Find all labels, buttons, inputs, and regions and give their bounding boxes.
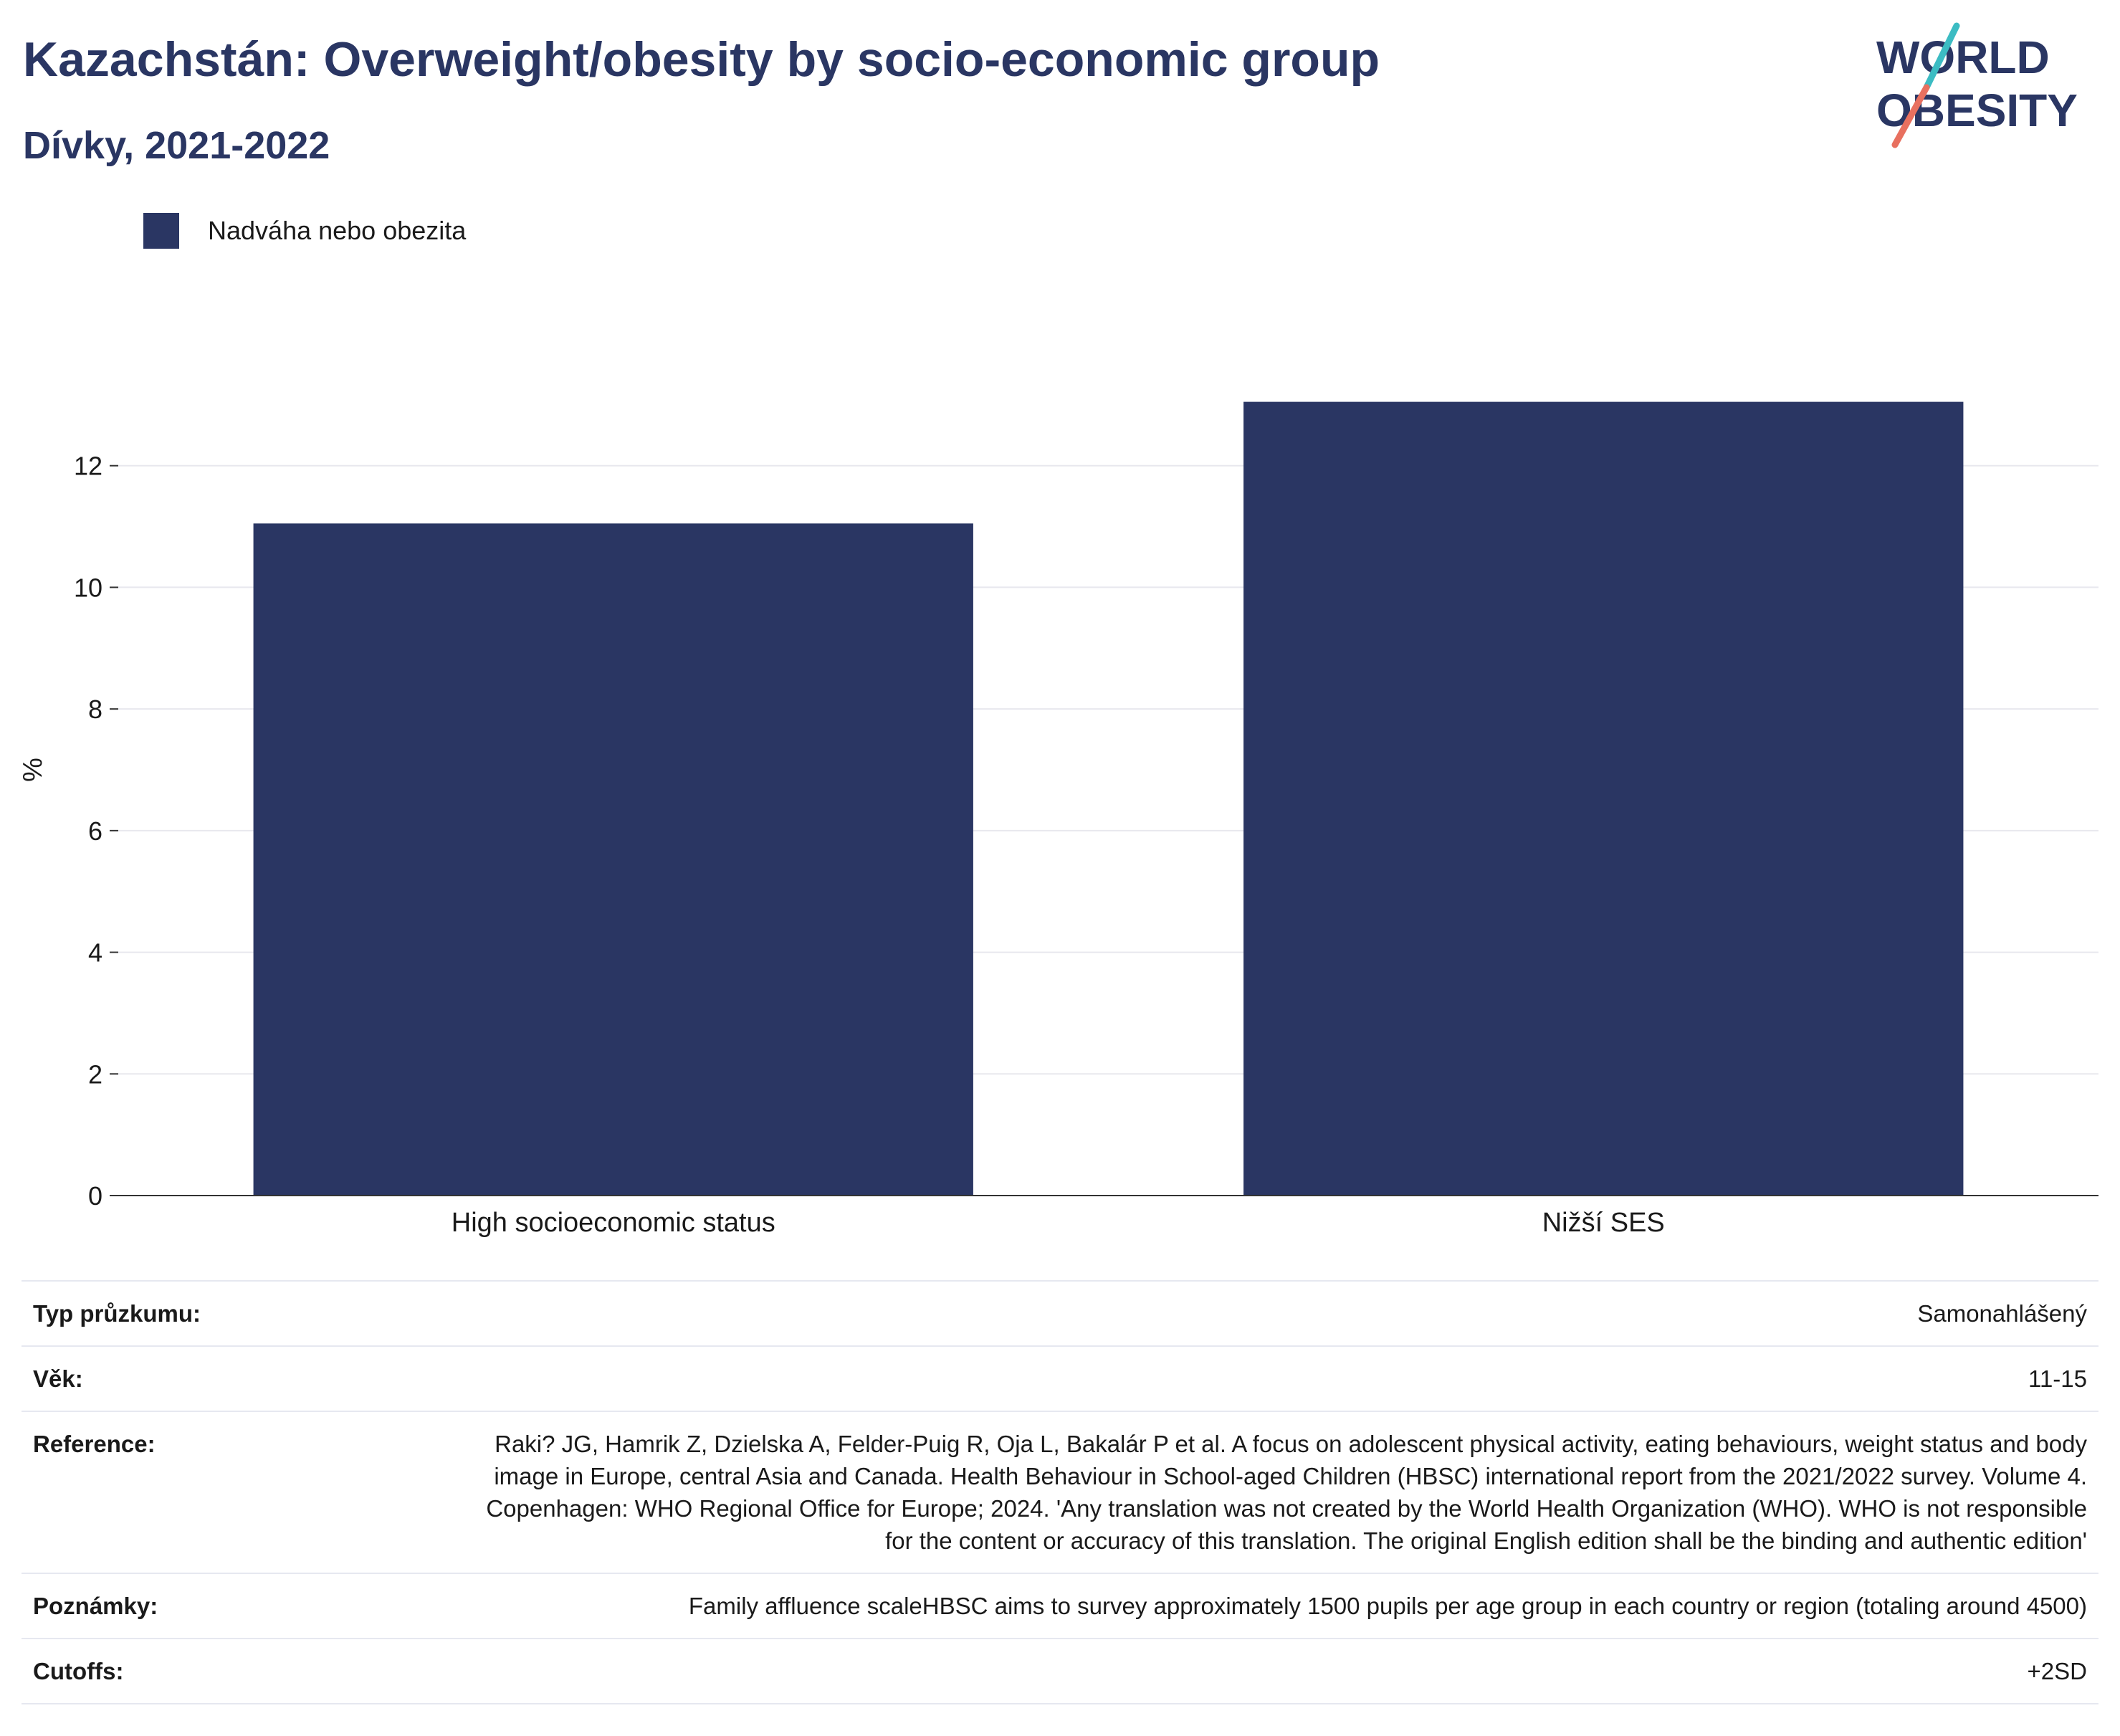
info-row-survey-type: Typ průzkumu: Samonahlášený [22, 1280, 2098, 1347]
y-tick-labels: 0 2 4 6 8 10 12 [74, 452, 118, 1211]
legend-swatch [143, 213, 179, 249]
x-tick-labels: High socioeconomic status Nižší SES [452, 1208, 1665, 1238]
info-label: Typ průzkumu: [22, 1280, 474, 1347]
x-tick-label: Nižší SES [1542, 1208, 1665, 1238]
y-tick-label: 4 [88, 938, 102, 968]
bars [253, 401, 1964, 1196]
bar[interactable] [253, 523, 973, 1196]
info-value: Raki? JG, Hamrik Z, Dzielska A, Felder-P… [474, 1411, 2098, 1574]
x-tick-label: High socioeconomic status [452, 1208, 775, 1238]
legend-label: Nadváha nebo obezita [208, 216, 467, 245]
info-label: Poznámky: [22, 1573, 474, 1639]
y-tick-label: 10 [74, 573, 102, 602]
bar-chart: 0 2 4 6 8 10 12 High socioeconomic status Nižší… [18, 401, 2098, 1238]
info-value: +2SD [474, 1638, 2098, 1704]
info-row-notes: Poznámky: Family affluence scaleHBSC aim… [22, 1573, 2098, 1639]
logo-accent-coral [1891, 84, 1930, 148]
chart-title: Kazachstán: Overweight/obesity by socio-… [23, 32, 1380, 87]
info-row-reference: Reference: Raki? JG, Hamrik Z, Dzielska … [22, 1411, 2098, 1574]
info-table: Typ průzkumu: Samonahlášený Věk: 11-15 R… [22, 1280, 2098, 1704]
logo-accent-teal [1923, 22, 1960, 91]
info-label: Cutoffs: [22, 1638, 474, 1704]
info-label: Věk: [22, 1345, 474, 1412]
y-tick-label: 2 [88, 1059, 102, 1089]
info-value: Family affluence scaleHBSC aims to surve… [474, 1573, 2098, 1639]
logo-line2: OBESITY [1876, 85, 2078, 136]
info-row-cutoffs: Cutoffs: +2SD [22, 1638, 2098, 1704]
y-tick-label: 12 [74, 452, 102, 481]
y-axis-label: % [18, 758, 48, 782]
bar[interactable] [1243, 401, 1964, 1196]
y-tick-label: 6 [88, 816, 102, 846]
y-tick-label: 8 [88, 695, 102, 724]
world-obesity-logo: WORLD OBESITY [1876, 22, 2078, 148]
info-row-age: Věk: 11-15 [22, 1345, 2098, 1412]
y-tick-label: 0 [88, 1181, 102, 1211]
logo-line1: WORLD [1876, 32, 2050, 83]
info-label: Reference: [22, 1411, 474, 1574]
info-value: Samonahlášený [474, 1280, 2098, 1347]
info-value: 11-15 [474, 1345, 2098, 1412]
chart-subtitle: Dívky, 2021-2022 [23, 124, 330, 167]
legend[interactable]: Nadváha nebo obezita [143, 212, 466, 249]
